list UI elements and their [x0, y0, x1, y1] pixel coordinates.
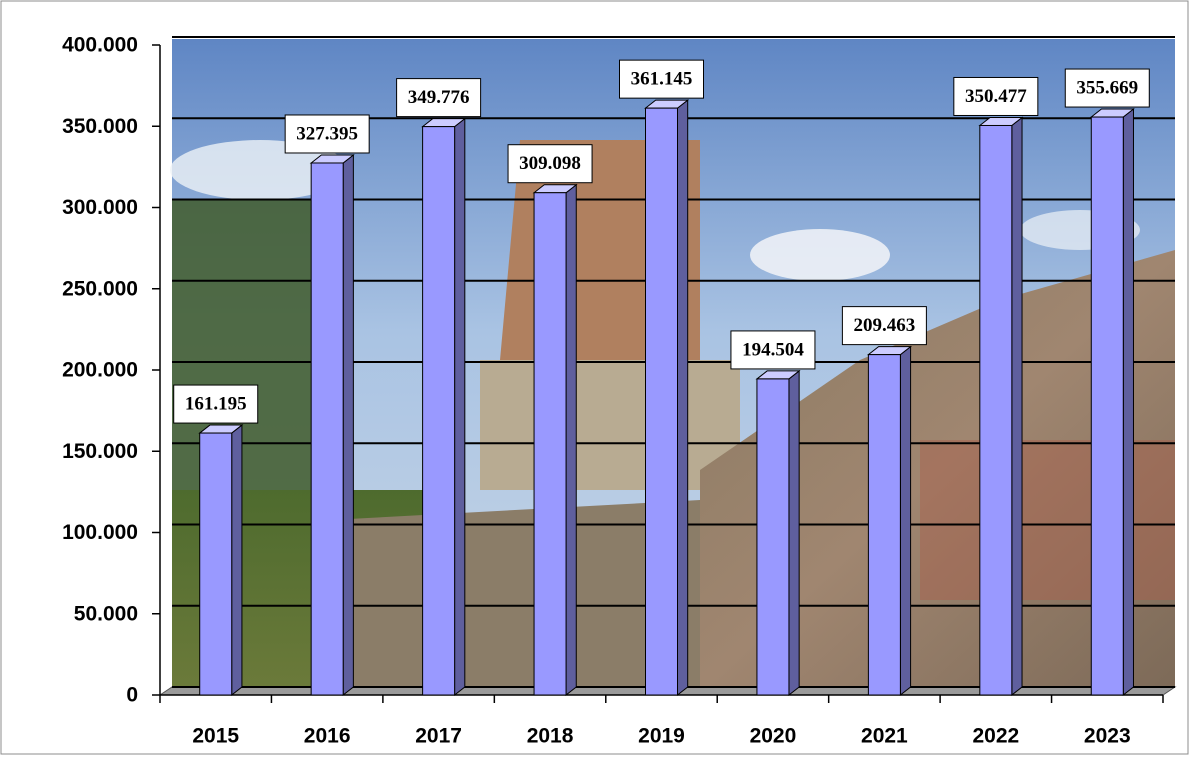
value-label: 161.195: [185, 393, 247, 414]
bar-front: [979, 124, 1013, 696]
bar-side: [454, 117, 466, 697]
value-label: 350.477: [965, 86, 1027, 107]
bar: [309, 153, 355, 697]
y-tick-label: 200.000: [62, 359, 138, 382]
value-label: 349.776: [408, 87, 470, 108]
y-tick-label: 150.000: [62, 440, 138, 463]
bar-front: [422, 126, 456, 696]
value-label: 209.463: [854, 315, 916, 336]
bar-side: [677, 99, 689, 697]
y-tick-label: 400.000: [62, 34, 138, 57]
value-label: 194.504: [742, 339, 804, 360]
y-tick-label: 250.000: [62, 277, 138, 300]
value-label-box: [396, 78, 482, 118]
y-tick-label: 0: [126, 684, 138, 707]
value-label: 309.098: [519, 153, 581, 174]
value-label-box: [284, 114, 370, 154]
y-tick-label: 300.000: [62, 196, 138, 219]
bar-side: [1011, 116, 1023, 697]
value-label: 355.669: [1076, 77, 1138, 98]
bar-side: [565, 183, 577, 697]
y-tick-label: 350.000: [62, 115, 138, 138]
value-label-box: [730, 330, 816, 370]
x-tick-label: 2020: [750, 725, 797, 748]
bar-side: [342, 153, 354, 697]
bar-front: [310, 162, 344, 696]
bar-front: [533, 192, 567, 696]
bar-front: [1090, 116, 1124, 696]
value-label-box: [619, 59, 704, 99]
y-tick-label: 50.000: [74, 602, 138, 625]
value-label-box: [1064, 68, 1150, 108]
x-tick-label: 2021: [861, 725, 908, 748]
bar-side: [1122, 108, 1134, 697]
value-label-box: [841, 306, 927, 346]
bar: [421, 117, 467, 697]
x-tick-label: 2015: [192, 725, 239, 748]
bar: [978, 116, 1024, 697]
x-tick-label: 2019: [638, 725, 685, 748]
bar: [755, 369, 801, 697]
bar-front: [867, 354, 901, 696]
bar-side: [231, 424, 243, 697]
bar-front: [199, 432, 233, 696]
x-tick-label: 2017: [415, 725, 462, 748]
value-label: 361.145: [631, 68, 693, 89]
value-label-box: [953, 76, 1039, 116]
value-label-box: [507, 144, 593, 184]
bar-side: [899, 345, 912, 697]
x-tick-label: 2022: [972, 725, 1019, 748]
bar: [1089, 108, 1135, 697]
bar: [198, 424, 244, 697]
value-label-box: [173, 384, 259, 424]
x-tick-label: 2016: [304, 725, 351, 748]
x-tick-label: 2018: [527, 725, 574, 748]
bar: [866, 345, 913, 697]
bar-side: [788, 369, 800, 697]
y-tick-label: 100.000: [62, 521, 138, 544]
bar: [532, 183, 578, 697]
value-label: 327.395: [296, 123, 358, 144]
bar-front: [645, 107, 678, 696]
bar-front: [756, 378, 790, 696]
x-tick-label: 2023: [1084, 725, 1131, 748]
bar: [644, 99, 690, 697]
